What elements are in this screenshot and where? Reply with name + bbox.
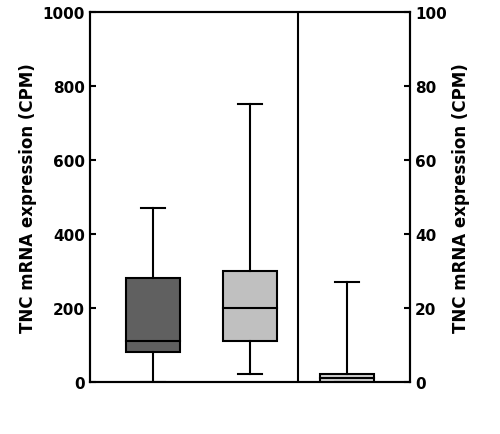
Bar	[126, 279, 180, 352]
Y-axis label: TNC mRNA expression (CPM): TNC mRNA expression (CPM)	[19, 63, 37, 332]
Y-axis label: TNC mRNA expression (CPM): TNC mRNA expression (CPM)	[452, 63, 470, 332]
Bar	[320, 375, 374, 382]
Bar	[224, 271, 276, 341]
